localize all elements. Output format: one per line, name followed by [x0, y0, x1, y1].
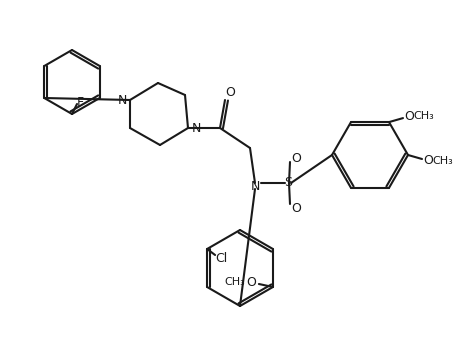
Text: CH₃: CH₃: [414, 111, 434, 121]
Text: N: N: [250, 181, 260, 193]
Text: O: O: [291, 201, 301, 214]
Text: F: F: [77, 95, 84, 109]
Text: N: N: [117, 94, 127, 106]
Text: CH₃: CH₃: [225, 277, 245, 287]
Text: O: O: [225, 86, 235, 98]
Text: O: O: [246, 276, 256, 288]
Text: O: O: [404, 110, 414, 122]
Text: CH₃: CH₃: [432, 156, 453, 166]
Text: N: N: [191, 121, 201, 134]
Text: O: O: [423, 155, 433, 167]
Text: S: S: [284, 176, 292, 190]
Text: O: O: [291, 151, 301, 165]
Text: Cl: Cl: [215, 253, 227, 266]
